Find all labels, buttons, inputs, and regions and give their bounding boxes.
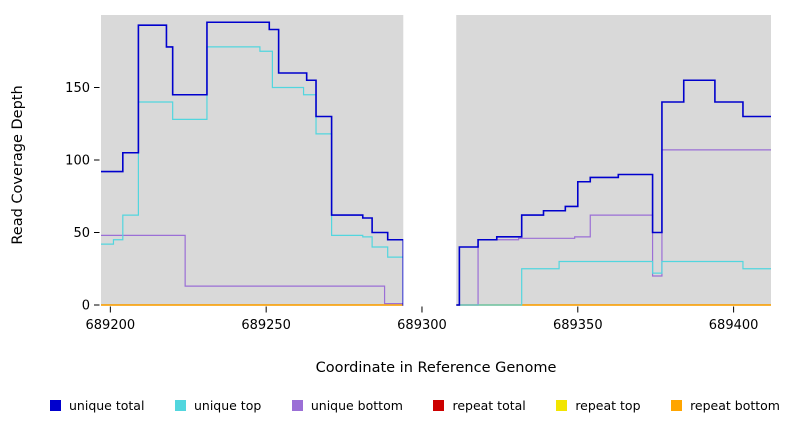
legend-item-unique-bottom: unique bottom xyxy=(291,398,403,413)
legend-item-unique-top: unique top xyxy=(174,398,262,413)
x-tick-label: 689400 xyxy=(709,318,759,333)
legend-item-repeat-total: repeat total xyxy=(433,398,526,413)
x-tick-label: 689300 xyxy=(397,318,447,333)
legend-swatch-unique-top xyxy=(174,400,186,411)
plot-canvas: Read Coverage Depth Coordinate in Refere… xyxy=(10,14,771,376)
legend-item-repeat-bottom: repeat bottom xyxy=(671,398,780,413)
legend-label: unique top xyxy=(193,398,262,413)
x-tick-label: 689250 xyxy=(241,318,291,333)
legend-swatch-repeat-total xyxy=(433,400,445,411)
y-tick-label: 0 xyxy=(82,299,90,314)
legend-swatch-unique-total xyxy=(50,400,61,411)
legend-item-unique-total: unique total xyxy=(50,398,144,413)
legend-label: repeat top xyxy=(575,398,641,413)
legend-swatch-repeat-top xyxy=(556,400,568,411)
legend-label: repeat total xyxy=(452,398,526,413)
x-tick-label: 689200 xyxy=(86,318,136,333)
y-tick-label: 50 xyxy=(73,226,90,241)
legend-swatch-unique-bottom xyxy=(291,400,303,411)
coverage-gap-region xyxy=(403,14,457,307)
y-tick-label: 150 xyxy=(65,81,90,96)
legend-item-repeat-top: repeat top xyxy=(556,398,641,413)
x-axis-title: Coordinate in Reference Genome xyxy=(316,360,557,376)
legend-swatch-repeat-bottom xyxy=(671,400,683,411)
y-axis-title: Read Coverage Depth xyxy=(10,85,26,244)
y-tick-label: 100 xyxy=(65,154,90,169)
legend-label: unique bottom xyxy=(310,398,403,413)
x-tick-label: 689350 xyxy=(553,318,603,333)
legend-label: repeat bottom xyxy=(690,398,780,413)
legend-label: unique total xyxy=(69,398,145,413)
legend: unique total unique top unique bottom repea… xyxy=(0,398,792,413)
